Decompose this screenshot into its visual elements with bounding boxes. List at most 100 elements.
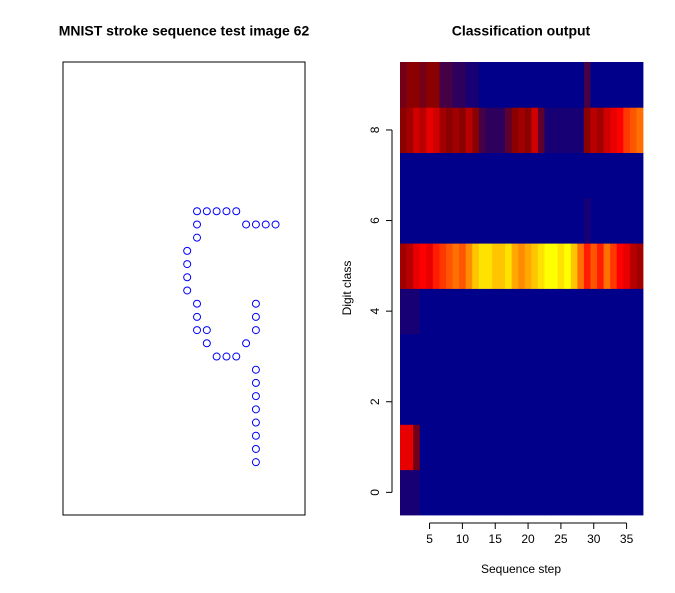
heat-cell — [636, 469, 644, 516]
heat-cell — [459, 243, 467, 289]
heat-cell — [432, 197, 440, 244]
heat-cell — [426, 469, 434, 516]
heat-cell — [472, 333, 480, 380]
heat-cell — [485, 288, 493, 335]
heat-cell — [511, 107, 519, 153]
heat-cell — [432, 424, 440, 471]
point — [202, 207, 211, 216]
heat-cell — [511, 152, 519, 199]
heat-cell — [465, 243, 473, 289]
heat-cell — [570, 107, 578, 153]
heat-cell — [629, 152, 637, 199]
heat-cell — [616, 469, 624, 516]
heat-cell — [564, 107, 572, 153]
heat-cell — [531, 424, 539, 471]
heat-cell — [597, 379, 604, 425]
heat-cell — [603, 107, 611, 153]
heat-cell — [544, 152, 552, 199]
point — [222, 207, 231, 216]
heat-cell — [419, 379, 427, 425]
x-tick-label: 30 — [587, 532, 601, 546]
heat-cell — [426, 62, 434, 108]
heat-cell — [570, 424, 578, 471]
heat-cell — [465, 197, 473, 244]
heat-cell — [603, 243, 611, 289]
heat-cell — [629, 379, 637, 425]
point — [183, 273, 192, 282]
heat-cell — [597, 62, 604, 108]
heat-cell — [478, 333, 486, 380]
heat-cell — [636, 197, 644, 244]
heat-cell — [432, 288, 440, 335]
heat-cell — [537, 152, 545, 199]
heat-cell — [439, 424, 447, 471]
heat-cell — [583, 107, 591, 153]
heat-cell — [524, 107, 532, 153]
heat-cell — [537, 424, 545, 471]
heat-cell — [445, 197, 453, 244]
heat-cell — [439, 197, 447, 244]
heat-cell — [432, 333, 440, 380]
heat-cell — [400, 333, 407, 380]
heat-cell — [465, 424, 473, 471]
heat-cell — [498, 424, 506, 471]
heat-cell — [419, 333, 427, 380]
heat-cell — [478, 152, 486, 199]
heat-cell — [610, 469, 618, 516]
y-tick-label: 6 — [368, 217, 382, 224]
heat-cell — [432, 152, 440, 199]
heat-cell — [472, 107, 480, 153]
heat-cell — [531, 288, 539, 335]
heat-cell — [551, 288, 559, 335]
heat-cell — [577, 152, 585, 199]
heat-cell — [485, 197, 493, 244]
heat-cell — [400, 152, 407, 199]
heat-cell — [518, 469, 526, 516]
heat-cell — [452, 333, 460, 380]
point — [251, 378, 260, 387]
heat-cell — [537, 469, 545, 516]
heat-cell — [623, 288, 631, 335]
heat-cell — [511, 379, 519, 425]
heat-cell — [551, 107, 559, 153]
heat-cell — [610, 333, 618, 380]
heat-cell — [597, 424, 604, 471]
heat-cell — [505, 333, 513, 380]
heat-cell — [629, 469, 637, 516]
heat-cell — [583, 197, 591, 244]
heat-cell — [590, 197, 598, 244]
heat-cell — [610, 379, 618, 425]
heat-cell — [406, 469, 414, 516]
heat-cell — [537, 333, 545, 380]
heat-cell — [478, 243, 486, 289]
heat-cell — [478, 107, 486, 153]
heat-cell — [459, 107, 467, 153]
heat-cell — [465, 152, 473, 199]
point — [242, 220, 251, 229]
heat-cell — [590, 243, 598, 289]
heat-cell — [531, 379, 539, 425]
heat-cell — [583, 152, 591, 199]
heat-cell — [505, 152, 513, 199]
heat-cell — [629, 288, 637, 335]
heat-cell — [583, 333, 591, 380]
heat-cell — [459, 379, 467, 425]
heat-cell — [439, 152, 447, 199]
point — [261, 220, 270, 229]
x-tick-label: 20 — [521, 532, 535, 546]
heat-cell — [570, 152, 578, 199]
heat-cell — [603, 469, 611, 516]
heat-cell — [413, 288, 421, 335]
heat-cell — [524, 152, 532, 199]
heat-cell — [472, 152, 480, 199]
heat-cell — [445, 152, 453, 199]
heat-cell — [485, 243, 493, 289]
heat-cell — [551, 243, 559, 289]
heat-cell — [524, 243, 532, 289]
heat-cell — [459, 333, 467, 380]
heat-cell — [400, 197, 407, 244]
heat-cell — [400, 62, 407, 108]
heat-cell — [623, 469, 631, 516]
heat-cell — [419, 107, 427, 153]
heat-cell — [583, 62, 591, 108]
